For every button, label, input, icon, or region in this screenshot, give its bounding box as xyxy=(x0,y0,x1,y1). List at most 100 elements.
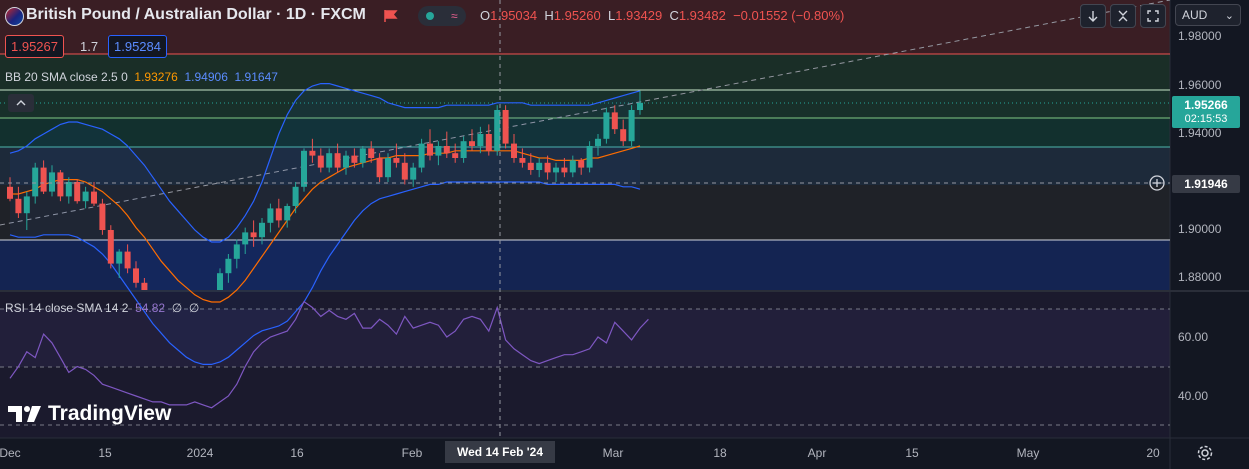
bb-upper-line[interactable] xyxy=(9,82,641,243)
candle[interactable] xyxy=(435,141,442,166)
candle[interactable] xyxy=(326,148,333,173)
candle[interactable] xyxy=(569,155,576,178)
candle[interactable] xyxy=(544,155,551,180)
candle[interactable] xyxy=(427,129,433,161)
candle[interactable] xyxy=(393,143,400,168)
collapse-button[interactable] xyxy=(1110,4,1136,28)
candle[interactable] xyxy=(242,227,249,254)
settings-button[interactable] xyxy=(1196,444,1214,462)
candle-body xyxy=(443,146,450,154)
sell-button[interactable]: 1.95267 xyxy=(5,35,64,58)
candle[interactable] xyxy=(82,186,89,209)
candle[interactable] xyxy=(7,177,13,202)
candle[interactable] xyxy=(410,162,417,187)
candle[interactable] xyxy=(301,148,307,192)
candle[interactable] xyxy=(133,261,139,288)
time-tick: Apr xyxy=(807,446,827,460)
time-tick: Dec xyxy=(0,446,21,460)
candle[interactable] xyxy=(603,107,610,144)
candle[interactable] xyxy=(359,146,366,168)
candle[interactable] xyxy=(124,244,131,274)
candle[interactable] xyxy=(595,134,601,156)
candle[interactable] xyxy=(292,182,299,214)
candle[interactable] xyxy=(116,249,123,278)
crosshair-add-icon[interactable] xyxy=(1149,175,1165,191)
time-tick: 16 xyxy=(290,446,304,460)
candle[interactable] xyxy=(452,143,459,163)
candle[interactable] xyxy=(309,138,316,163)
market-status[interactable]: ≈ xyxy=(418,6,466,26)
candle[interactable] xyxy=(233,239,240,269)
candle[interactable] xyxy=(91,182,97,206)
candle[interactable] xyxy=(536,158,543,178)
candle[interactable] xyxy=(469,129,475,151)
candle[interactable] xyxy=(628,105,635,146)
candle[interactable] xyxy=(401,153,408,185)
candle-body xyxy=(427,143,433,156)
candle-body xyxy=(578,160,585,168)
candle[interactable] xyxy=(284,203,291,228)
bb-upper-value: 1.94906 xyxy=(184,70,228,84)
buy-button[interactable]: 1.95284 xyxy=(108,35,167,58)
rsi-line[interactable] xyxy=(9,300,649,409)
rsi-legend[interactable]: RSI 14 close SMA 14 2 54.82 ∅ ∅ xyxy=(5,301,200,315)
collapse-legend-button[interactable] xyxy=(8,94,34,112)
candle[interactable] xyxy=(418,138,425,173)
candle[interactable] xyxy=(275,198,282,228)
symbol-title[interactable]: British Pound / Australian Dollar · 1D ·… xyxy=(26,6,366,23)
candle[interactable] xyxy=(217,268,223,290)
flag-icon[interactable] xyxy=(384,9,398,22)
candle[interactable] xyxy=(317,148,324,173)
bb-basis-line[interactable] xyxy=(10,145,641,303)
candle[interactable] xyxy=(494,105,501,156)
candle[interactable] xyxy=(637,90,643,115)
candle[interactable] xyxy=(250,220,257,247)
candle[interactable] xyxy=(343,150,349,175)
scroll-down-button[interactable] xyxy=(1080,4,1106,28)
candle[interactable] xyxy=(65,177,72,204)
candle[interactable] xyxy=(23,191,30,230)
candle[interactable] xyxy=(57,170,64,202)
candle[interactable] xyxy=(99,198,106,235)
candle[interactable] xyxy=(578,158,585,175)
symbol-logo-icon[interactable] xyxy=(5,7,24,26)
candle[interactable] xyxy=(107,225,114,269)
candle[interactable] xyxy=(351,148,358,168)
candle[interactable] xyxy=(141,278,148,290)
candle-body xyxy=(284,206,291,221)
candle[interactable] xyxy=(225,254,232,283)
candle[interactable] xyxy=(477,126,484,154)
fullscreen-button[interactable] xyxy=(1140,4,1166,28)
candle[interactable] xyxy=(267,203,274,233)
candle-body xyxy=(23,196,30,214)
tradingview-watermark[interactable]: TradingView xyxy=(8,402,171,426)
candle[interactable] xyxy=(460,136,467,163)
candle[interactable] xyxy=(519,148,526,168)
candle[interactable] xyxy=(561,158,568,178)
candle[interactable] xyxy=(553,162,559,182)
bb-lower-line[interactable] xyxy=(9,181,641,365)
trend-line[interactable] xyxy=(0,0,1171,226)
candle[interactable] xyxy=(586,141,593,173)
candle[interactable] xyxy=(15,186,22,218)
candle[interactable] xyxy=(40,160,47,194)
bb-legend[interactable]: BB 20 SMA close 2.5 0 1.93276 1.94906 1.… xyxy=(5,70,278,84)
candle[interactable] xyxy=(368,141,375,163)
candle[interactable] xyxy=(443,131,450,158)
candle[interactable] xyxy=(74,179,81,204)
candle[interactable] xyxy=(385,153,391,182)
candle[interactable] xyxy=(485,124,492,156)
currency-select[interactable]: AUD ⌄ xyxy=(1175,4,1241,26)
candle[interactable] xyxy=(511,134,517,163)
candle[interactable] xyxy=(611,105,618,134)
candle[interactable] xyxy=(502,105,509,149)
candle[interactable] xyxy=(334,143,341,173)
candle[interactable] xyxy=(49,165,55,197)
candle-body xyxy=(359,148,366,163)
candle[interactable] xyxy=(376,153,383,182)
fullscreen-icon xyxy=(1147,10,1159,22)
candle[interactable] xyxy=(259,218,265,245)
candle[interactable] xyxy=(620,119,627,146)
candle[interactable] xyxy=(527,153,534,175)
